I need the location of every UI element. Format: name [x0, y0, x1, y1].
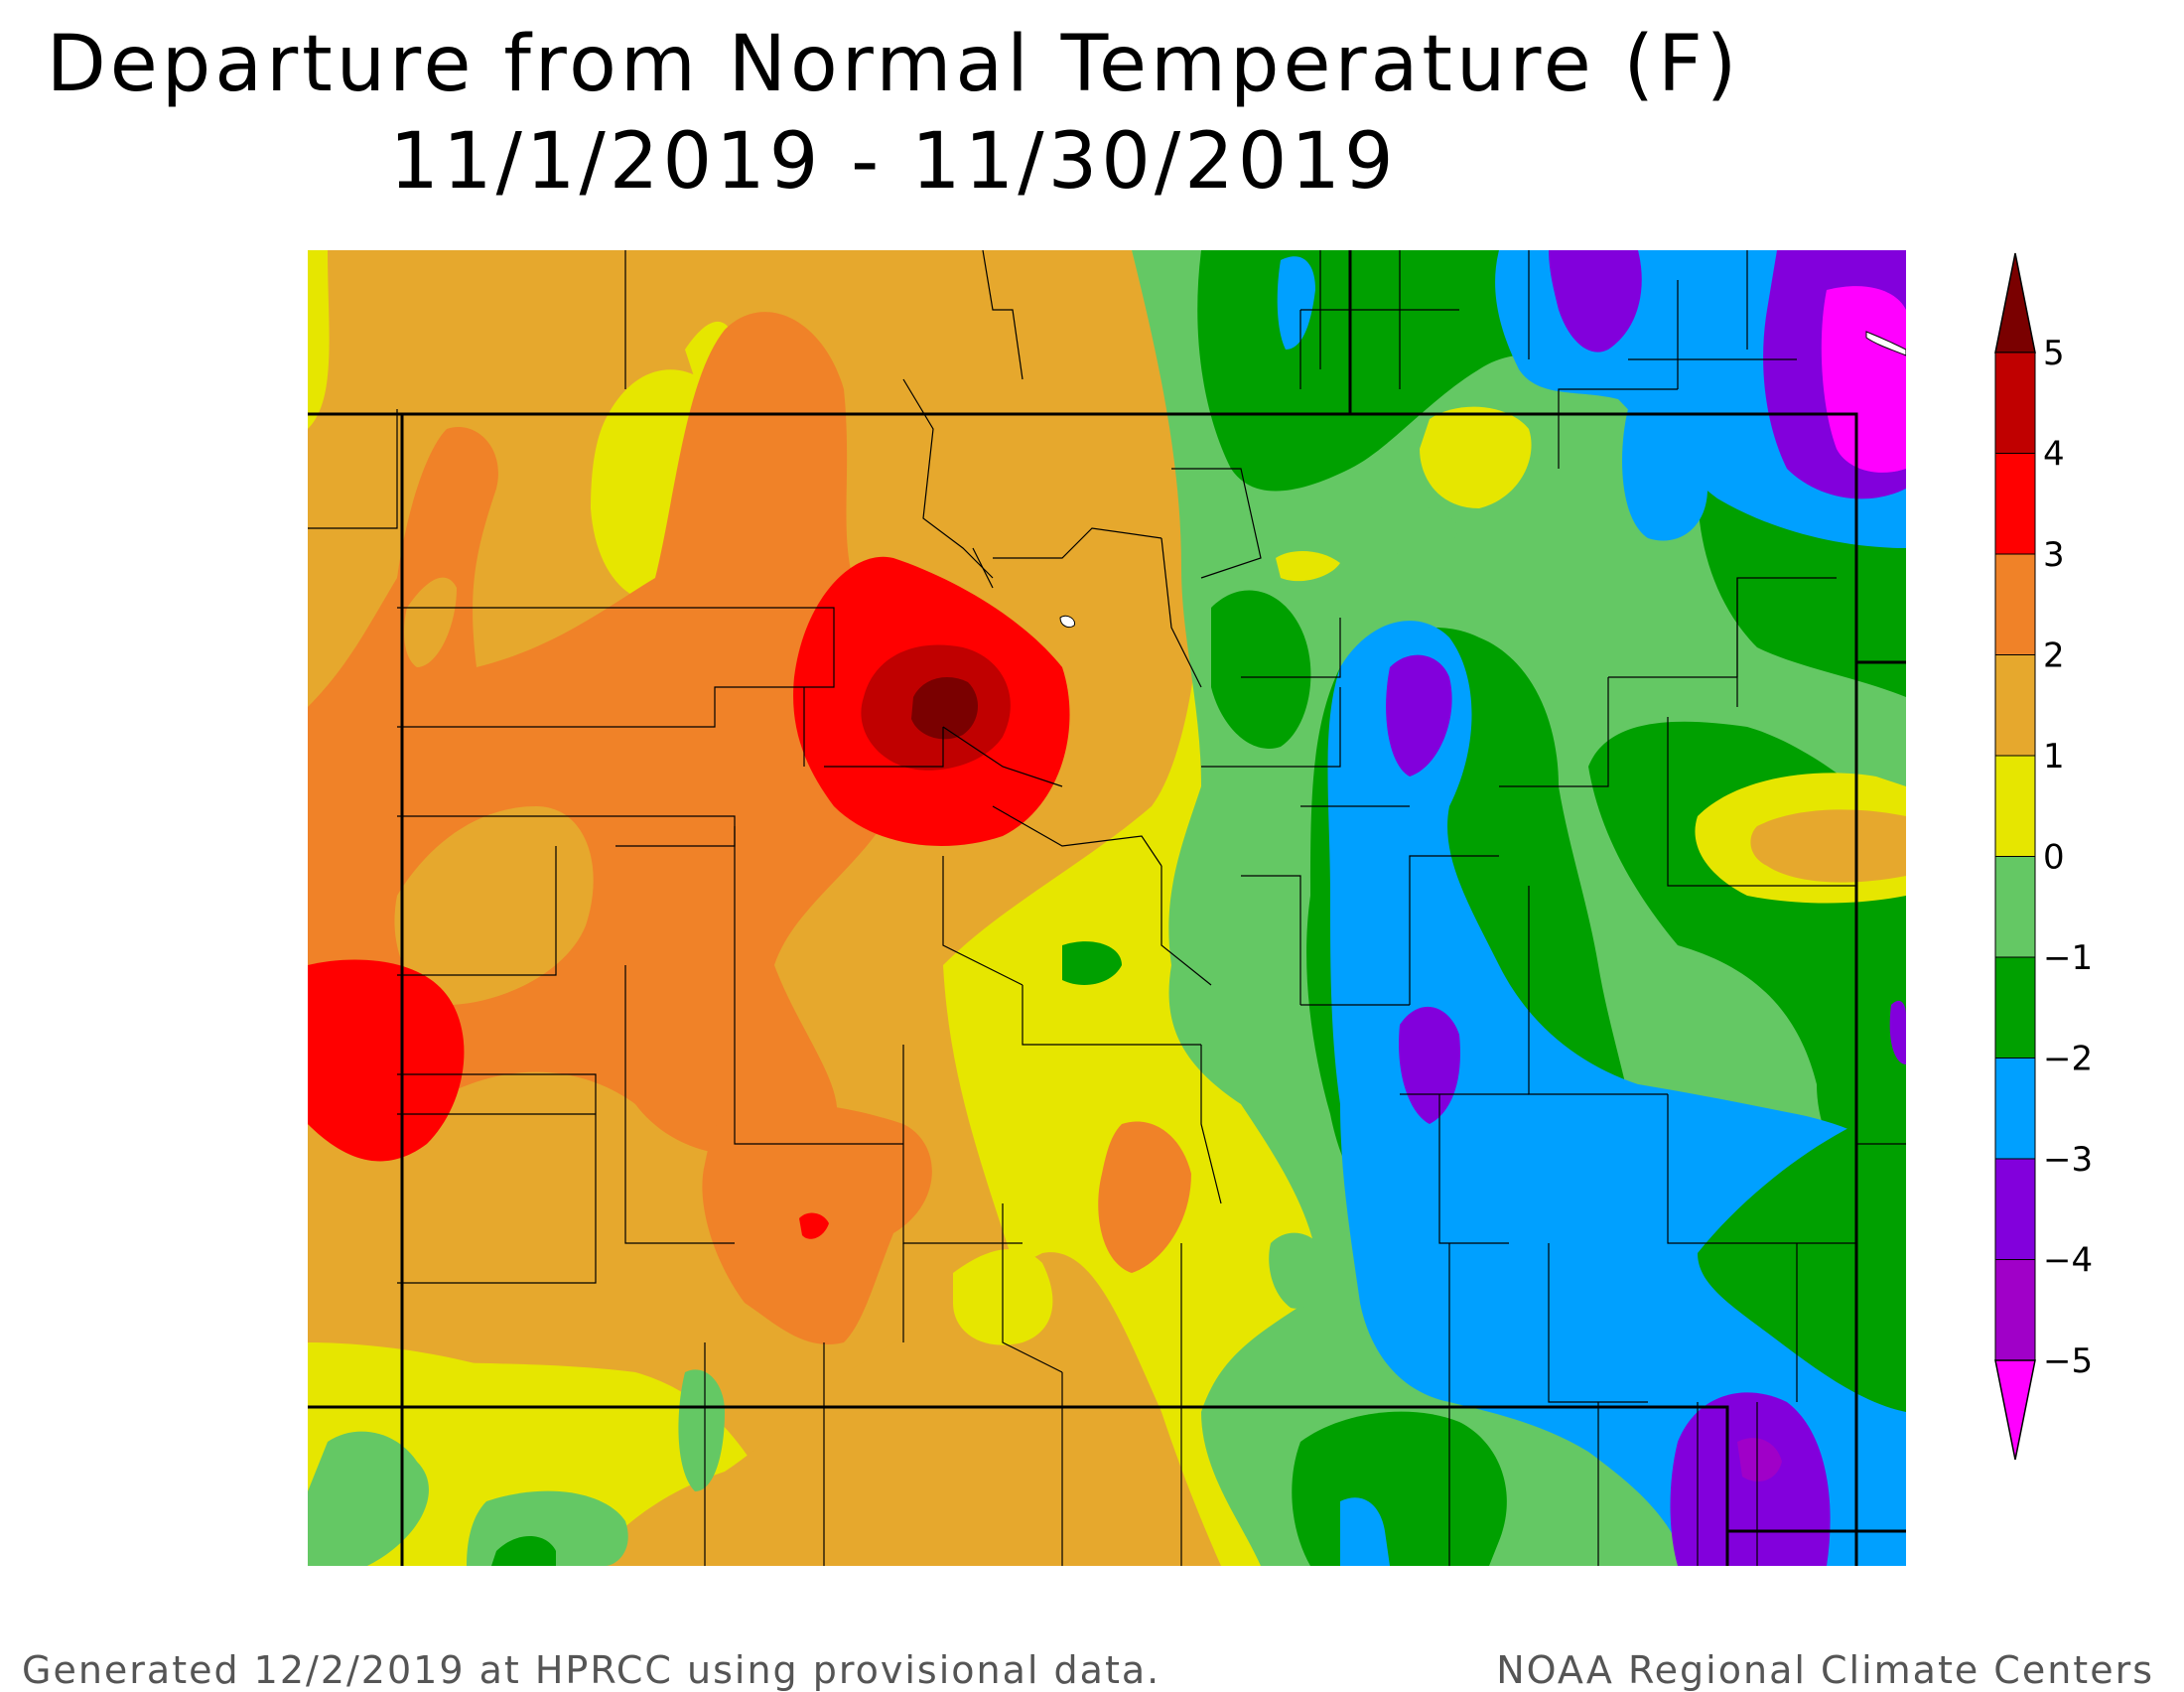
band-2-to-3-south-east — [1098, 1121, 1191, 1273]
legend-tick-label: 0 — [2043, 838, 2065, 878]
band-1-to-2-east-pocket — [1750, 809, 1906, 883]
legend-band — [1994, 654, 2036, 757]
legend-tick-label: 3 — [2043, 535, 2065, 575]
legend-band — [1994, 352, 2036, 454]
legend-tick-label: −4 — [2043, 1241, 2093, 1281]
band-neg1-to-0-south-pocket — [1269, 1232, 1330, 1309]
legend-tick-label: 1 — [2043, 737, 2065, 776]
band-neg2-to-neg1-se — [1698, 1124, 1906, 1412]
county-boundaries — [308, 250, 1906, 1566]
legend-tick-label: −5 — [2043, 1341, 2093, 1381]
band-neg3-to-neg2-east — [1327, 621, 1906, 1566]
map-date-range: 11/1/2019 - 11/30/2019 — [389, 117, 1398, 207]
band-0-to-1-ne-pocket — [1420, 406, 1532, 508]
band-neg3-to-neg2-south — [1340, 1497, 1390, 1566]
color-legend: 5 4 3 2 1 0 −1 −2 −3 −4 −5 — [1994, 252, 2093, 1461]
legend-tick-label: −2 — [2043, 1040, 2093, 1079]
band-neg1-to-0-southwest — [308, 1431, 429, 1566]
legend-band — [1994, 755, 2036, 857]
band-1-to-2-pocket-w — [394, 806, 594, 1005]
band-neg4-to-neg3-ne — [1549, 250, 1642, 352]
legend-labels: 5 4 3 2 1 0 −1 −2 −3 −4 −5 — [2043, 334, 2093, 1381]
lake-central — [1059, 615, 1076, 629]
legend-tick-label: −3 — [2043, 1140, 2093, 1180]
band-neg1-to-0-south-mid — [678, 1369, 725, 1491]
band-neg2-to-neg1-sw — [491, 1536, 556, 1566]
state-boundaries — [308, 250, 1906, 1566]
lake-northeast — [1865, 331, 1906, 356]
band-neg4-to-neg3-east-n — [1386, 654, 1452, 776]
band-neg1-to-0-ne-pocket — [1380, 504, 1459, 559]
band-below-neg5-ne — [1821, 286, 1906, 473]
legend-tick-label: 2 — [2043, 636, 2065, 676]
band-neg5-to-neg4-se — [1737, 1438, 1782, 1481]
legend-tick-label: 4 — [2043, 435, 2065, 475]
band-neg2-to-neg1-central-pocket — [1062, 941, 1122, 985]
band-neg2-to-neg1-south — [1292, 1411, 1507, 1566]
legend-band — [1994, 1158, 2036, 1260]
legend-tick-label: 5 — [2043, 334, 2065, 373]
legend-band — [1994, 1259, 2036, 1361]
legend-arrow-above-5 — [1994, 252, 2036, 353]
legend-tick-label: −1 — [2043, 938, 2093, 978]
band-neg3-to-neg2-ne2 — [1622, 409, 1707, 541]
legend-band — [1994, 553, 2036, 655]
legend-band — [1994, 453, 2036, 555]
legend-band — [1994, 956, 2036, 1058]
band-0-to-1-ne-pocket2 — [1276, 551, 1340, 582]
legend-arrow-below-neg5 — [1994, 1359, 2036, 1461]
band-1-to-2-pocket-nw — [404, 577, 457, 667]
band-3-to-4-south — [799, 1212, 829, 1239]
legend-band — [1994, 1058, 2036, 1160]
band-3-to-4-west — [308, 959, 465, 1162]
band-neg3-to-neg2-n — [1277, 256, 1315, 350]
footer-credit: NOAA Regional Climate Centers — [1496, 1648, 2154, 1692]
footer-generated-note: Generated 12/2/2019 at HPRCC using provi… — [22, 1648, 1161, 1692]
temperature-departure-map — [308, 250, 1906, 1566]
legend-bands — [1994, 352, 2036, 1361]
band-above-5-central — [911, 677, 979, 740]
band-neg4-to-neg3-e-edge — [1889, 1000, 1906, 1064]
legend-band — [1994, 856, 2036, 958]
band-neg2-to-neg1-central — [1211, 590, 1311, 749]
map-title: Departure from Normal Temperature (F) — [46, 20, 1741, 109]
